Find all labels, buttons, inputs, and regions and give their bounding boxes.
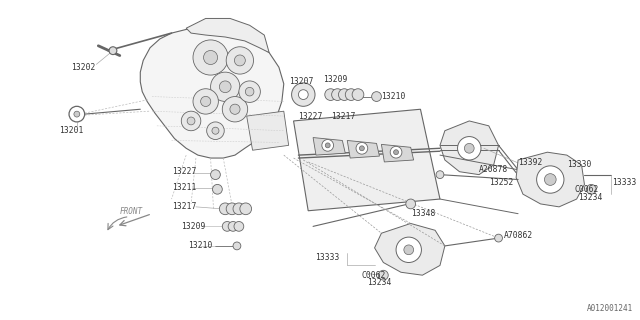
- Circle shape: [536, 166, 564, 193]
- Polygon shape: [381, 144, 413, 162]
- Circle shape: [74, 111, 80, 117]
- Circle shape: [332, 89, 343, 100]
- Circle shape: [586, 184, 596, 194]
- Text: 13234: 13234: [578, 193, 602, 202]
- Polygon shape: [294, 109, 440, 211]
- Circle shape: [233, 242, 241, 250]
- Circle shape: [211, 72, 240, 101]
- Text: 13333: 13333: [315, 253, 339, 262]
- Circle shape: [222, 221, 232, 231]
- Circle shape: [233, 203, 244, 215]
- Text: 13348: 13348: [411, 209, 435, 218]
- Polygon shape: [348, 140, 380, 158]
- Text: 13207: 13207: [289, 77, 313, 86]
- Circle shape: [346, 89, 357, 100]
- Circle shape: [181, 111, 201, 131]
- Circle shape: [207, 122, 224, 140]
- Polygon shape: [246, 111, 289, 150]
- Circle shape: [458, 137, 481, 160]
- Circle shape: [226, 203, 238, 215]
- Text: 13227: 13227: [298, 112, 323, 121]
- Circle shape: [230, 104, 240, 114]
- Circle shape: [292, 83, 315, 106]
- Circle shape: [226, 47, 253, 74]
- Text: C0062: C0062: [362, 271, 387, 280]
- Text: C0062: C0062: [575, 185, 599, 194]
- Text: 13209: 13209: [181, 222, 205, 231]
- Circle shape: [390, 146, 402, 158]
- Circle shape: [222, 97, 248, 122]
- Text: 13202: 13202: [71, 63, 95, 72]
- Circle shape: [187, 117, 195, 125]
- Polygon shape: [140, 28, 284, 158]
- Circle shape: [69, 106, 84, 122]
- Circle shape: [372, 92, 381, 101]
- Text: 13209: 13209: [323, 76, 348, 84]
- Text: 13333: 13333: [612, 178, 636, 187]
- Text: 13252: 13252: [489, 178, 513, 187]
- Circle shape: [545, 174, 556, 185]
- Text: 13217: 13217: [331, 112, 355, 121]
- Circle shape: [211, 170, 220, 180]
- Circle shape: [378, 270, 388, 280]
- Text: A70862: A70862: [504, 231, 532, 240]
- Polygon shape: [516, 152, 584, 207]
- Text: 13392: 13392: [518, 158, 543, 167]
- Text: 13330: 13330: [567, 160, 591, 169]
- Polygon shape: [313, 138, 346, 155]
- Circle shape: [212, 127, 219, 134]
- Text: 13217: 13217: [173, 202, 197, 211]
- Circle shape: [404, 245, 413, 255]
- Circle shape: [212, 184, 222, 194]
- Text: FRONT: FRONT: [120, 207, 143, 216]
- Circle shape: [193, 89, 218, 114]
- Circle shape: [240, 203, 252, 215]
- Polygon shape: [374, 223, 445, 275]
- Text: 13210: 13210: [381, 92, 406, 101]
- Circle shape: [193, 40, 228, 75]
- Text: A012001241: A012001241: [586, 304, 633, 313]
- Polygon shape: [186, 19, 269, 52]
- Circle shape: [356, 142, 368, 154]
- Circle shape: [324, 89, 337, 100]
- Text: 13227: 13227: [173, 167, 197, 176]
- Circle shape: [200, 96, 211, 107]
- Text: 13201: 13201: [60, 126, 84, 135]
- Text: 13234: 13234: [367, 277, 391, 286]
- Circle shape: [245, 87, 254, 96]
- Circle shape: [396, 237, 421, 262]
- Text: 13211: 13211: [173, 183, 197, 192]
- Text: 13210: 13210: [188, 241, 212, 251]
- Circle shape: [360, 146, 364, 151]
- Circle shape: [325, 143, 330, 148]
- Circle shape: [239, 81, 260, 102]
- Circle shape: [204, 51, 218, 65]
- Circle shape: [394, 150, 399, 155]
- Circle shape: [220, 81, 231, 93]
- Circle shape: [406, 199, 415, 209]
- Circle shape: [436, 171, 444, 179]
- Circle shape: [322, 140, 333, 151]
- Circle shape: [339, 89, 350, 100]
- Circle shape: [234, 55, 245, 66]
- Circle shape: [109, 47, 117, 55]
- Circle shape: [495, 234, 502, 242]
- Circle shape: [352, 89, 364, 100]
- Polygon shape: [440, 121, 499, 175]
- Circle shape: [298, 90, 308, 100]
- Circle shape: [220, 203, 231, 215]
- Circle shape: [228, 221, 238, 231]
- Text: A20878: A20878: [479, 165, 508, 174]
- Circle shape: [234, 221, 244, 231]
- Circle shape: [465, 143, 474, 153]
